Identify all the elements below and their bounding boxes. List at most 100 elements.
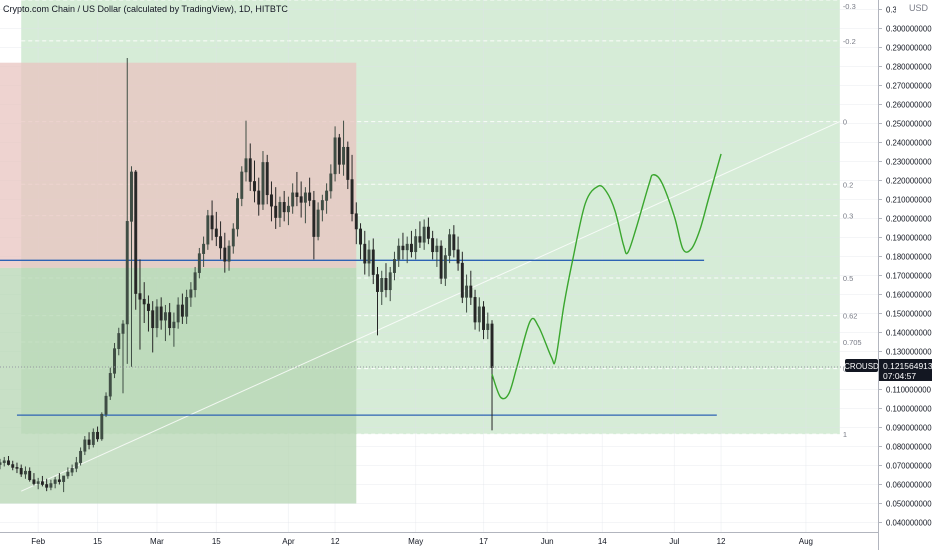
candle xyxy=(333,126,337,182)
candle-body xyxy=(74,462,78,469)
candle-body xyxy=(176,304,180,323)
candle-body xyxy=(202,243,206,254)
trend-line-segment xyxy=(21,121,841,492)
candle-body xyxy=(49,483,53,488)
candle-body xyxy=(104,395,108,415)
price-tick-label: 0.080000000 xyxy=(886,443,932,452)
candle-body xyxy=(435,245,439,253)
candle xyxy=(146,295,150,332)
candle-body xyxy=(384,278,388,291)
candle xyxy=(435,238,439,267)
candle xyxy=(401,232,405,260)
candle xyxy=(219,221,223,260)
long-position-tool[interactable] xyxy=(0,62,357,504)
candle xyxy=(376,266,379,336)
candle-body xyxy=(303,192,307,203)
candle-body xyxy=(312,200,316,237)
candle-body xyxy=(91,431,95,445)
last-price-badge xyxy=(879,359,932,381)
candle-body xyxy=(62,475,66,482)
candle xyxy=(278,196,282,228)
candle xyxy=(159,297,163,330)
trend-line[interactable] xyxy=(21,121,841,492)
candle xyxy=(342,120,346,176)
candle xyxy=(244,120,248,182)
candle-body xyxy=(125,221,129,325)
candle xyxy=(418,221,422,248)
candle xyxy=(176,297,180,329)
symbol-price-badge[interactable]: CROUSD 0.121564913 07:04:57 xyxy=(844,359,932,381)
last-price-value: 0.121564913 xyxy=(883,361,932,371)
candle-body xyxy=(269,194,273,207)
candle-body xyxy=(299,196,303,203)
candle-body xyxy=(87,439,91,445)
candle xyxy=(346,141,350,190)
candle-body xyxy=(448,234,452,256)
time-tick-label: Feb xyxy=(31,537,45,546)
candle-body xyxy=(397,245,401,260)
candle xyxy=(231,223,235,254)
candle-body xyxy=(15,467,19,469)
time-tick-label: Jul xyxy=(669,537,679,546)
candle-body xyxy=(380,278,384,292)
candle xyxy=(337,133,341,174)
candle xyxy=(443,247,447,286)
candle xyxy=(384,263,388,298)
candle xyxy=(354,202,358,245)
candle xyxy=(151,301,155,353)
candle xyxy=(274,187,278,229)
candle xyxy=(206,209,210,250)
candle xyxy=(32,473,36,486)
candle xyxy=(40,475,44,487)
candle-body xyxy=(113,348,116,374)
candle-body xyxy=(138,293,142,300)
candle xyxy=(477,297,481,332)
candle-body xyxy=(286,205,290,213)
candle-body xyxy=(253,181,256,192)
horizontal-levels[interactable] xyxy=(0,259,717,416)
candle-body xyxy=(388,272,392,291)
candle-body xyxy=(456,249,460,264)
price-tick-label: 0.060000000 xyxy=(886,481,932,490)
price-tick-label: 0.100000000 xyxy=(886,405,932,414)
candle-body xyxy=(121,323,125,334)
candle-body xyxy=(223,247,227,262)
candle-body xyxy=(350,179,354,215)
candle xyxy=(57,473,61,485)
candle-body xyxy=(325,190,329,201)
candle-body xyxy=(40,481,44,485)
candle-body xyxy=(163,312,167,321)
candle-body xyxy=(108,373,112,397)
candle xyxy=(138,259,142,350)
candle xyxy=(202,236,206,267)
candle xyxy=(113,342,116,379)
candle-body xyxy=(210,215,214,230)
price-tick-label: 0.140000000 xyxy=(886,329,932,338)
candle-body xyxy=(117,333,121,349)
projection-path[interactable] xyxy=(491,153,722,400)
fib-level-label: 0 xyxy=(843,118,847,127)
candle-body xyxy=(409,243,413,253)
time-axis-ticks: Feb 15 Mar 15 Apr 12 May 17 Jun 14 Jul 12 Aug xyxy=(31,537,813,546)
candle xyxy=(473,289,477,330)
candle-body xyxy=(197,253,201,273)
candle xyxy=(104,392,108,418)
candle xyxy=(482,301,486,340)
price-axis[interactable]: 0.3100000000.3000000000.2900000000.28000… xyxy=(878,0,932,550)
fib-level-label: 1 xyxy=(843,430,847,439)
candle-body xyxy=(83,439,87,452)
candle xyxy=(303,187,307,224)
candle xyxy=(392,251,396,281)
candle xyxy=(409,230,413,258)
candle xyxy=(7,456,10,466)
candle-body xyxy=(291,192,295,207)
symbol-title[interactable]: Crypto.com Chain / US Dollar (calculated… xyxy=(3,4,288,14)
candle xyxy=(100,412,104,441)
candle-body xyxy=(70,468,74,473)
candle xyxy=(269,181,273,222)
candle xyxy=(320,194,324,222)
candle-body xyxy=(346,146,350,180)
time-axis[interactable]: Feb 15 Mar 15 Apr 12 May 17 Jun 14 Jul 12 Aug xyxy=(0,532,878,550)
